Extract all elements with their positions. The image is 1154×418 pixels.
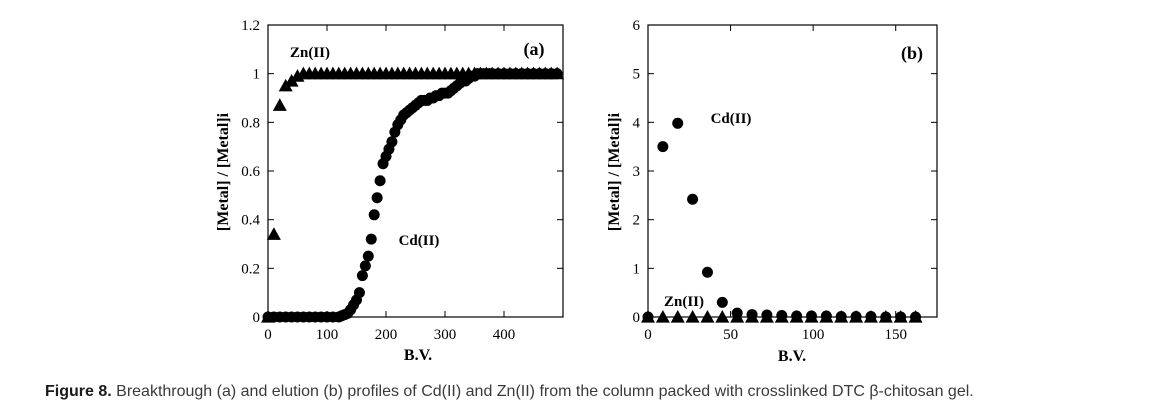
chart-a-xtick-label: 300 bbox=[434, 327, 457, 343]
chart-b-znii-point bbox=[655, 310, 670, 323]
chart-b-ytick-label: 2 bbox=[633, 213, 641, 229]
chart-b-znii-point bbox=[834, 310, 849, 323]
chart-a-cdii-point bbox=[551, 68, 563, 80]
chart-b-znii-point bbox=[789, 310, 804, 323]
chart-b-cdii-point bbox=[687, 193, 699, 205]
chart-b-cdii-point bbox=[672, 117, 684, 129]
chart-b-znii-point bbox=[878, 310, 893, 323]
chart-a-cdii-point bbox=[353, 287, 365, 299]
chart-a-ytick-label: 0.6 bbox=[241, 164, 260, 180]
chart-b-ytick-label: 5 bbox=[633, 67, 641, 83]
chart-b-znii-point bbox=[700, 310, 715, 323]
chart-b-ytick-label: 0 bbox=[633, 310, 641, 326]
chart-b-znii-point bbox=[819, 310, 834, 323]
chart-a-cdii-point bbox=[359, 260, 371, 272]
chart-a-xtick-label: 400 bbox=[493, 327, 516, 343]
chart-a-xtick-label: 100 bbox=[316, 327, 339, 343]
chart-b-xtick-label: 50 bbox=[723, 327, 738, 343]
chart-a-znii-point bbox=[272, 98, 287, 111]
chart-b-znii-point bbox=[745, 310, 760, 323]
chart-a-ytick-label: 0.2 bbox=[241, 261, 260, 277]
chart-b-cd-label: Cd(II) bbox=[711, 111, 752, 127]
chart-b-ytick-label: 6 bbox=[633, 18, 641, 34]
chart-b-znii-point bbox=[759, 310, 774, 323]
chart-b-ytick-label: 4 bbox=[633, 115, 641, 131]
chart-b-zn-label: Zn(II) bbox=[664, 294, 704, 310]
chart-b-cdii-point bbox=[657, 141, 669, 153]
chart-a-cd-label: Cd(II) bbox=[399, 233, 440, 249]
chart-b-panel-label: (b) bbox=[901, 43, 923, 64]
chart-a-xtick-label: 0 bbox=[264, 327, 272, 343]
chart-a-cdii-point bbox=[371, 192, 383, 204]
chart-b-znii-point bbox=[774, 310, 789, 323]
chart-b-cdii-point bbox=[701, 266, 713, 278]
chart-a-cdii-point bbox=[362, 250, 374, 262]
chart-b: [Metal] / [Metal]i B.V. (b) Cd(II) Zn(II… bbox=[606, 18, 938, 365]
chart-b-znii-point bbox=[804, 310, 819, 323]
figure-canvas: [Metal] / [Metal]i B.V. (a) Zn(II) Cd(II… bbox=[215, 18, 938, 365]
chart-b-znii-point bbox=[849, 310, 864, 323]
chart-b-znii-point bbox=[715, 310, 730, 323]
chart-b-znii-point bbox=[670, 310, 685, 323]
chart-a-ylabel: [Metal] / [Metal]i bbox=[215, 112, 232, 231]
chart-a-cdii-point bbox=[374, 175, 386, 187]
chart-a-xlabel: B.V. bbox=[404, 347, 432, 364]
caption-label: Figure 8. bbox=[45, 383, 112, 400]
chart-b-plot-frame bbox=[647, 24, 938, 318]
chart-a-xtick-label: 200 bbox=[375, 327, 398, 343]
chart-b-xtick-label: 0 bbox=[644, 327, 652, 343]
chart-b-znii-point bbox=[641, 310, 655, 323]
caption-text: Breakthrough (a) and elution (b) profile… bbox=[116, 383, 974, 400]
chart-a-cdii-point bbox=[365, 233, 377, 245]
chart-b-ylabel: [Metal] / [Metal]i bbox=[606, 112, 623, 231]
chart-b-znii-point bbox=[908, 310, 923, 323]
chart-a-znii-point bbox=[266, 227, 281, 240]
chart-b-cdii-point bbox=[716, 296, 728, 308]
chart-a: [Metal] / [Metal]i B.V. (a) Zn(II) Cd(II… bbox=[215, 18, 565, 364]
chart-b-xlabel: B.V. bbox=[778, 348, 806, 365]
chart-a-ytick-label: 0 bbox=[253, 310, 261, 326]
chart-a-ytick-label: 1 bbox=[253, 67, 261, 83]
chart-a-cdii-point bbox=[368, 209, 380, 221]
chart-b-xtick-label: 100 bbox=[802, 327, 825, 343]
chart-a-panel-label: (a) bbox=[524, 39, 545, 60]
chart-a-ytick-label: 0.4 bbox=[241, 213, 260, 229]
chart-b-znii-point bbox=[730, 310, 745, 323]
chart-b-ytick-label: 3 bbox=[633, 164, 641, 180]
chart-b-znii-point bbox=[685, 310, 700, 323]
chart-b-xtick-label: 150 bbox=[884, 327, 907, 343]
chart-a-ytick-label: 0.8 bbox=[241, 115, 260, 131]
chart-a-ytick-label: 1.2 bbox=[241, 18, 260, 34]
chart-b-znii-point bbox=[893, 310, 908, 323]
chart-a-cdii-point bbox=[356, 270, 368, 282]
chart-b-ytick-label: 1 bbox=[633, 261, 641, 277]
chart-a-cdii-point bbox=[386, 136, 398, 148]
figure-caption: Figure 8. Breakthrough (a) and elution (… bbox=[45, 383, 1145, 401]
chart-b-znii-point bbox=[863, 310, 878, 323]
chart-a-zn-label: Zn(II) bbox=[290, 45, 330, 61]
